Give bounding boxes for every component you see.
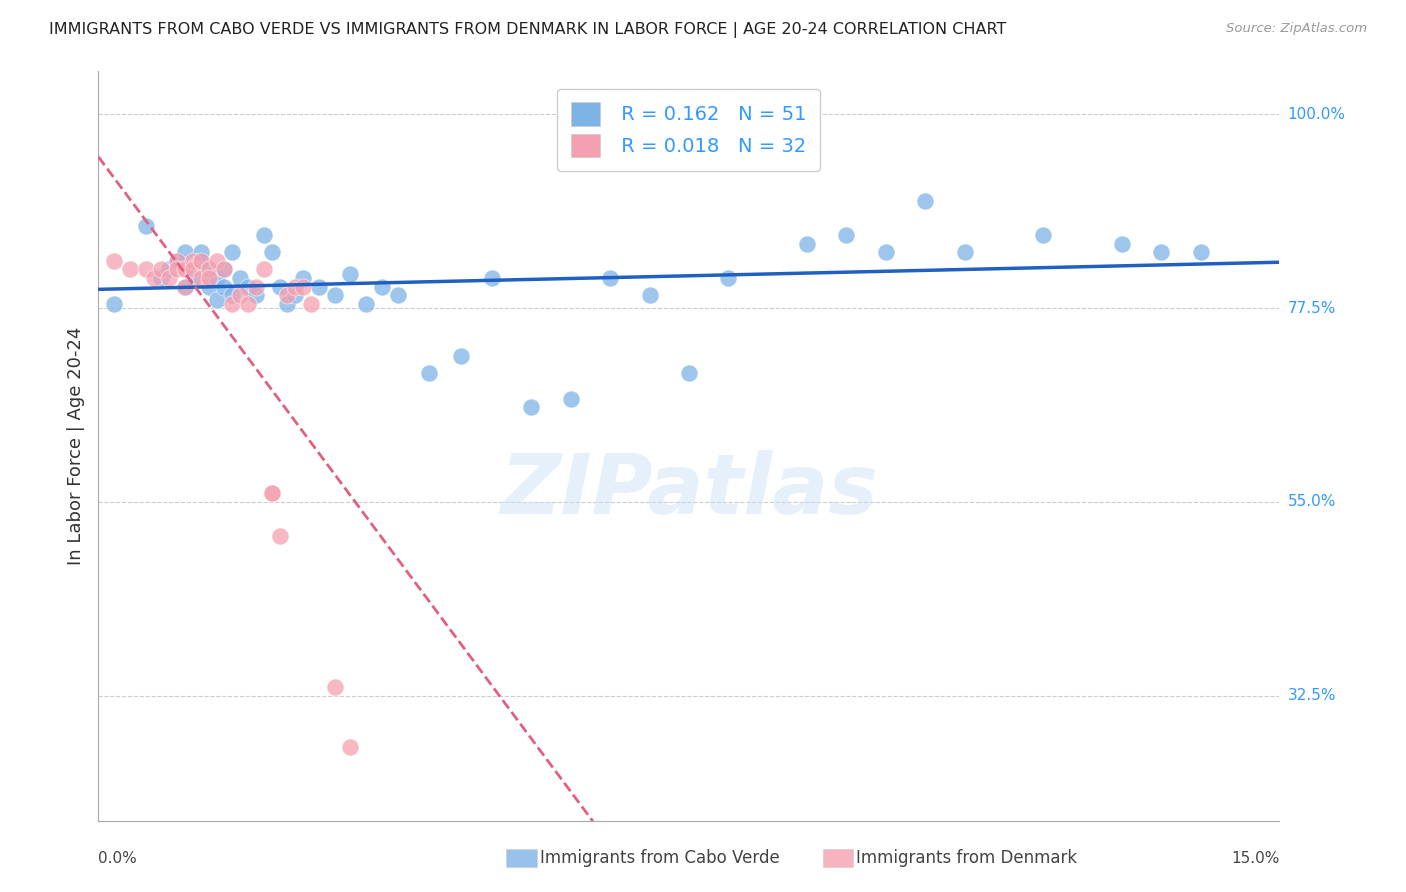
Legend:  R = 0.162   N = 51,  R = 0.018   N = 32: R = 0.162 N = 51, R = 0.018 N = 32 <box>557 88 820 171</box>
Point <box>796 236 818 251</box>
Point <box>260 486 283 500</box>
Point <box>150 271 173 285</box>
Point <box>103 253 125 268</box>
Text: 77.5%: 77.5% <box>1288 301 1336 316</box>
Point <box>339 740 361 755</box>
Point <box>190 271 212 285</box>
Text: 32.5%: 32.5% <box>1288 689 1336 703</box>
Text: IMMIGRANTS FROM CABO VERDE VS IMMIGRANTS FROM DENMARK IN LABOR FORCE | AGE 20-24: IMMIGRANTS FROM CABO VERDE VS IMMIGRANTS… <box>49 22 1007 38</box>
Point <box>181 262 204 277</box>
Point <box>323 680 346 694</box>
Point <box>142 271 165 285</box>
Point <box>174 245 197 260</box>
Point <box>875 245 897 260</box>
Point <box>166 262 188 277</box>
Point <box>181 253 204 268</box>
Point <box>418 366 440 380</box>
Text: 100.0%: 100.0% <box>1288 107 1346 122</box>
Point <box>245 279 267 293</box>
Point <box>354 297 377 311</box>
Text: Source: ZipAtlas.com: Source: ZipAtlas.com <box>1226 22 1367 36</box>
Point <box>560 392 582 406</box>
Point <box>1189 245 1212 260</box>
Point <box>245 288 267 302</box>
Point <box>953 245 976 260</box>
Point <box>387 288 409 302</box>
Point <box>197 271 219 285</box>
Text: ZIPatlas: ZIPatlas <box>501 450 877 532</box>
Point <box>717 271 740 285</box>
Point <box>276 297 298 311</box>
Point <box>190 253 212 268</box>
Point <box>269 279 291 293</box>
Point <box>150 262 173 277</box>
Point <box>229 271 252 285</box>
Point <box>299 297 322 311</box>
Point <box>835 227 858 242</box>
Point <box>269 529 291 543</box>
Point <box>197 279 219 293</box>
Point <box>1150 245 1173 260</box>
Point <box>914 194 936 208</box>
Point <box>229 288 252 302</box>
Point <box>135 262 157 277</box>
Point <box>205 271 228 285</box>
Point <box>205 253 228 268</box>
Point <box>214 262 236 277</box>
Point <box>166 253 188 268</box>
Point <box>174 262 197 277</box>
Point <box>118 262 141 277</box>
Point <box>197 262 219 277</box>
Point <box>450 349 472 363</box>
Point <box>174 279 197 293</box>
Point <box>292 279 315 293</box>
Point <box>599 271 621 285</box>
Point <box>323 288 346 302</box>
Text: 15.0%: 15.0% <box>1232 851 1279 866</box>
Point <box>236 297 259 311</box>
Point <box>221 288 243 302</box>
Point <box>1111 236 1133 251</box>
Point <box>292 271 315 285</box>
Point <box>276 288 298 302</box>
Point <box>205 293 228 307</box>
Point <box>678 366 700 380</box>
Point <box>260 486 283 500</box>
Point <box>214 279 236 293</box>
Point <box>308 279 330 293</box>
Point <box>181 271 204 285</box>
Point <box>253 227 276 242</box>
Text: Immigrants from Denmark: Immigrants from Denmark <box>856 849 1077 867</box>
Point <box>221 297 243 311</box>
Point <box>339 267 361 281</box>
Point <box>214 262 236 277</box>
Point <box>260 245 283 260</box>
Point <box>221 245 243 260</box>
Text: Immigrants from Cabo Verde: Immigrants from Cabo Verde <box>540 849 780 867</box>
Point <box>157 262 180 277</box>
Point <box>520 401 543 415</box>
Point <box>103 297 125 311</box>
Point <box>638 288 661 302</box>
Point <box>236 279 259 293</box>
Point <box>135 219 157 234</box>
Point <box>190 253 212 268</box>
Point <box>174 279 197 293</box>
Point <box>190 245 212 260</box>
Y-axis label: In Labor Force | Age 20-24: In Labor Force | Age 20-24 <box>66 326 84 566</box>
Point <box>284 279 307 293</box>
Point <box>1032 227 1054 242</box>
Point <box>253 262 276 277</box>
Point <box>284 288 307 302</box>
Point <box>481 271 503 285</box>
Point <box>166 253 188 268</box>
Point <box>371 279 394 293</box>
Point <box>157 271 180 285</box>
Point <box>197 262 219 277</box>
Text: 55.0%: 55.0% <box>1288 494 1336 509</box>
Text: 0.0%: 0.0% <box>98 851 138 866</box>
